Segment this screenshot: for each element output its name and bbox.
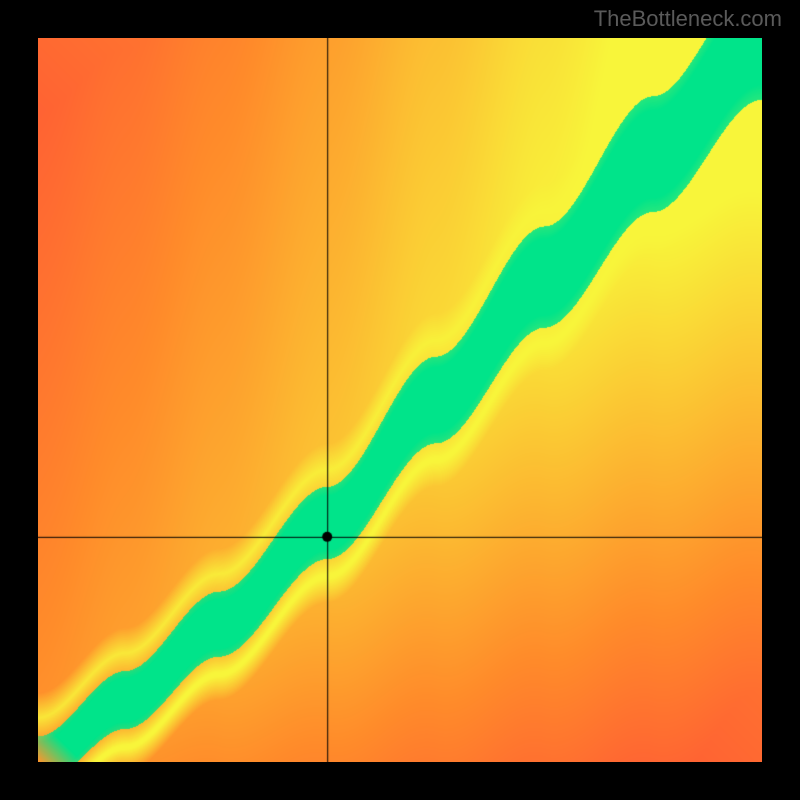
watermark-text: TheBottleneck.com xyxy=(594,6,782,32)
heatmap-plot xyxy=(38,38,762,762)
chart-container: TheBottleneck.com xyxy=(0,0,800,800)
